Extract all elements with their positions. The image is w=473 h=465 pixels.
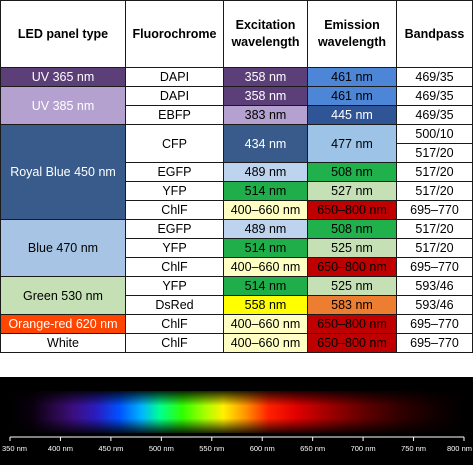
visible-spectrum-figure: 350 nm 400 nm 450 nm 500 nm 550 nm 600 nm 650 … bbox=[0, 377, 473, 465]
bandpass-cell: 517/20 bbox=[396, 238, 473, 258]
table-row: Green 530 nm YFP 514 nm 525 nm 593/46 bbox=[0, 276, 473, 315]
bandpass-cell: 500/10 bbox=[396, 124, 473, 144]
bandpass-cell: 695–770 bbox=[396, 200, 473, 220]
header-led-panel: LED panel type bbox=[0, 0, 126, 68]
bandpass-cell: 469/35 bbox=[396, 86, 473, 106]
table-row: UV 385 nm DAPI 358 nm 461 nm 469/35 bbox=[0, 86, 473, 125]
excitation-cell: 434 nm bbox=[223, 124, 308, 163]
fluorochrome-cell: ChlF bbox=[125, 200, 224, 220]
bandpass-cell: 469/35 bbox=[396, 67, 473, 87]
led-panel-cell: Royal Blue 450 nm bbox=[0, 124, 126, 220]
fluorochrome-cell: ChlF bbox=[125, 257, 224, 277]
excitation-cell: 400–660 nm bbox=[223, 200, 308, 220]
emission-cell: 650–800 nm bbox=[307, 257, 397, 277]
emission-cell: 508 nm bbox=[307, 219, 397, 239]
bandpass-cell: 695–770 bbox=[396, 257, 473, 277]
fluorochrome-cell: YFP bbox=[125, 181, 224, 201]
spectrum-svg: 350 nm 400 nm 450 nm 500 nm 550 nm 600 nm 650 … bbox=[2, 391, 472, 453]
emission-cell: 445 nm bbox=[307, 105, 397, 125]
bandpass-cell: 695–770 bbox=[396, 314, 473, 334]
header-excitation: Excitation wavelength bbox=[223, 0, 308, 68]
bandpass-cell: 593/46 bbox=[396, 276, 473, 296]
emission-cell: 650–800 nm bbox=[307, 333, 397, 353]
header-row: LED panel type Fluorochrome Excitation w… bbox=[0, 0, 473, 68]
led-panel-cell: Orange-red 620 nm bbox=[0, 314, 126, 334]
table-row: ChlF 400–660 nm 650–800 nm 695–770 bbox=[1, 257, 473, 277]
emission-cell: 650–800 nm bbox=[307, 200, 397, 220]
fluorochrome-cell: YFP bbox=[125, 276, 224, 296]
fluorochrome-cell: DAPI bbox=[125, 67, 224, 87]
fluorochrome-cell: EGFP bbox=[125, 162, 224, 182]
excitation-cell: 514 nm bbox=[223, 276, 308, 296]
table-row: White ChlF 400–660 nm 650–800 nm 695–770 bbox=[0, 333, 473, 353]
table-row: Blue 470 nm EGFP 489 nm 508 nm 517/20 bbox=[0, 219, 473, 277]
emission-cell: 527 nm bbox=[307, 181, 397, 201]
emission-cell: 461 nm bbox=[307, 67, 397, 87]
excitation-cell: 489 nm bbox=[223, 162, 308, 182]
spectrum-band-shading bbox=[10, 391, 464, 433]
led-panel-cell: Blue 470 nm bbox=[0, 219, 126, 277]
bandpass-cell: 517/20 bbox=[396, 143, 473, 163]
spectrum-tick-label: 800 nm bbox=[447, 444, 472, 453]
fluorochrome-cell: CFP bbox=[125, 124, 224, 163]
bandpass-cell: 695–770 bbox=[396, 333, 473, 353]
spectrum-tick-label: 500 nm bbox=[149, 444, 174, 453]
excitation-cell: 514 nm bbox=[223, 238, 308, 258]
table-row: YFP 514 nm 525 nm 517/20 bbox=[1, 238, 473, 258]
emission-cell: 477 nm bbox=[307, 124, 397, 163]
fluorochrome-cell: YFP bbox=[125, 238, 224, 258]
bandpass-cell: 593/46 bbox=[396, 295, 473, 315]
bandpass-cell: 469/35 bbox=[396, 105, 473, 125]
led-panel-cell: White bbox=[0, 333, 126, 353]
fluorochrome-cell: ChlF bbox=[125, 333, 224, 353]
spectrum-tick-label: 700 nm bbox=[351, 444, 376, 453]
led-fluorochrome-table: LED panel type Fluorochrome Excitation w… bbox=[0, 0, 473, 353]
spectrum-tick-label: 600 nm bbox=[250, 444, 275, 453]
spectrum-tick-label: 450 nm bbox=[98, 444, 123, 453]
excitation-cell: 400–660 nm bbox=[223, 314, 308, 334]
table-row: Orange-red 620 nm ChlF 400–660 nm 650–800 n… bbox=[0, 314, 473, 334]
fluorochrome-cell: DsRed bbox=[125, 295, 224, 315]
excitation-cell: 358 nm bbox=[223, 86, 308, 106]
fluorochrome-cell: DAPI bbox=[125, 86, 224, 106]
table-row: UV 365 nm DAPI 358 nm 461 nm 469/35 bbox=[0, 67, 473, 87]
emission-cell: 525 nm bbox=[307, 238, 397, 258]
spectrum-tick-label: 400 nm bbox=[48, 444, 73, 453]
fluorochrome-cell: EBFP bbox=[125, 105, 224, 125]
spectrum-tick-label: 650 nm bbox=[300, 444, 325, 453]
bandpass-cell: 517/20 bbox=[396, 162, 473, 182]
table-row: YFP 514 nm 527 nm 517/20 bbox=[1, 181, 473, 201]
emission-cell: 508 nm bbox=[307, 162, 397, 182]
emission-cell: 525 nm bbox=[307, 276, 397, 296]
led-panel-cell: UV 365 nm bbox=[0, 67, 126, 87]
fluorochrome-cell: ChlF bbox=[125, 314, 224, 334]
header-emission: Emission wavelength bbox=[307, 0, 397, 68]
led-panel-cell: UV 385 nm bbox=[0, 86, 126, 125]
fluorochrome-cell: EGFP bbox=[125, 219, 224, 239]
led-panel-cell: Green 530 nm bbox=[0, 276, 126, 315]
bandpass-cell: 517/20 bbox=[396, 219, 473, 239]
spectrum-ticks: 350 nm 400 nm 450 nm 500 nm 550 nm 600 nm 650 … bbox=[2, 437, 472, 453]
header-fluorochrome: Fluorochrome bbox=[125, 0, 224, 68]
spectrum-tick-label: 350 nm bbox=[2, 444, 27, 453]
excitation-cell: 514 nm bbox=[223, 181, 308, 201]
excitation-cell: 358 nm bbox=[223, 67, 308, 87]
header-bandpass: Bandpass bbox=[396, 0, 473, 68]
excitation-cell: 558 nm bbox=[223, 295, 308, 315]
emission-cell: 461 nm bbox=[307, 86, 397, 106]
excitation-cell: 489 nm bbox=[223, 219, 308, 239]
spectrum-tick-label: 750 nm bbox=[401, 444, 426, 453]
excitation-cell: 400–660 nm bbox=[223, 257, 308, 277]
excitation-cell: 400–660 nm bbox=[223, 333, 308, 353]
emission-cell: 650–800 nm bbox=[307, 314, 397, 334]
spectrum-tick-label: 550 nm bbox=[199, 444, 224, 453]
emission-cell: 583 nm bbox=[307, 295, 397, 315]
table-body: UV 365 nm DAPI 358 nm 461 nm 469/35 UV 385 nm… bbox=[0, 67, 473, 353]
bandpass-cell: 517/20 bbox=[396, 181, 473, 201]
table-row: DsRed 558 nm 583 nm 593/46 bbox=[1, 295, 473, 315]
table-row: Royal Blue 450 nm CFP 434 nm 477 nm 500/10 bbox=[0, 124, 473, 220]
excitation-cell: 383 nm bbox=[223, 105, 308, 125]
